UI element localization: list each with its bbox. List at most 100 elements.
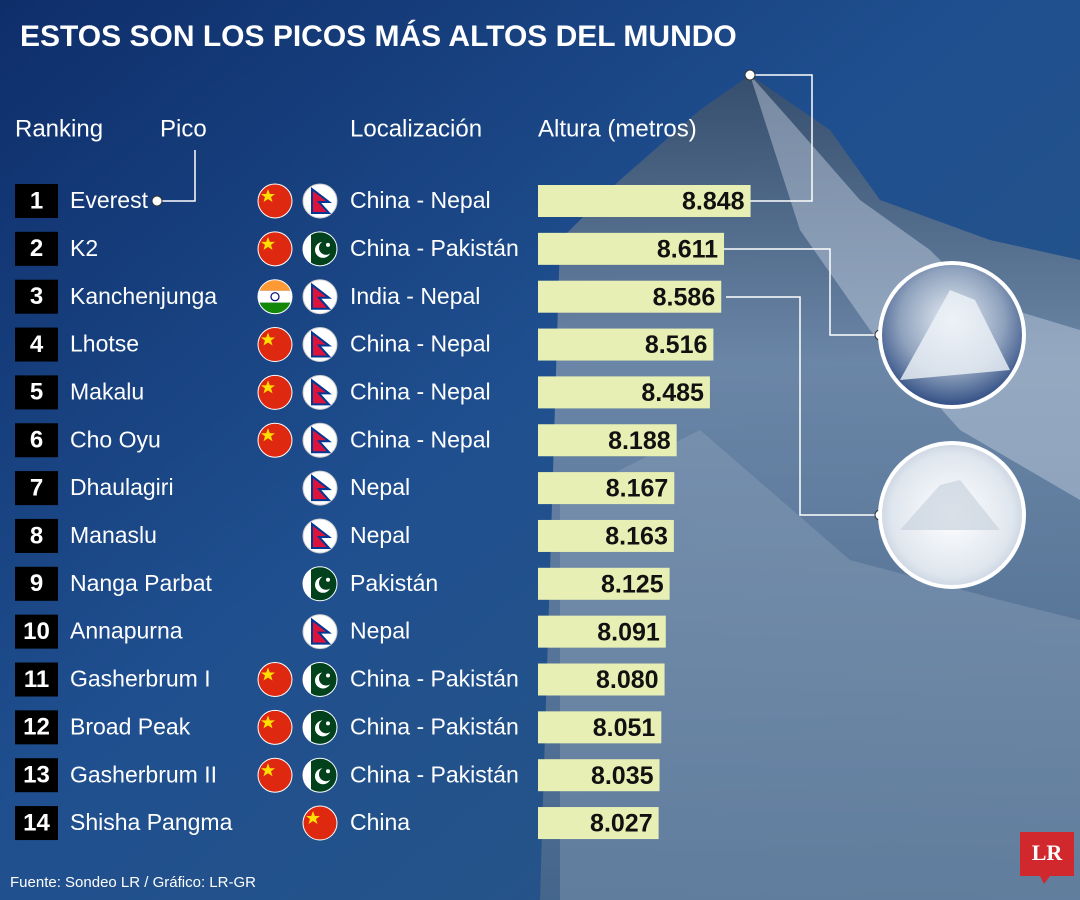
flag <box>257 709 293 745</box>
logo: LR <box>1020 832 1074 884</box>
peak-name: Manaslu <box>70 522 157 548</box>
location: China - Nepal <box>350 187 491 213</box>
flag <box>302 422 338 459</box>
location: China - Pakistán <box>350 235 519 261</box>
location: Nepal <box>350 522 410 548</box>
location: China - Nepal <box>350 426 491 452</box>
rank: 9 <box>30 570 43 597</box>
rank-box <box>15 471 58 506</box>
flag <box>257 422 293 458</box>
location: India - Nepal <box>350 283 480 309</box>
rank: 10 <box>23 618 50 645</box>
value-label: 8.516 <box>645 331 708 359</box>
bar <box>538 759 660 792</box>
flag <box>302 517 338 554</box>
flag <box>257 327 293 363</box>
location: China - Pakistán <box>350 713 519 739</box>
value-label: 8.080 <box>596 666 659 694</box>
rank: 2 <box>30 235 43 262</box>
flag <box>302 374 338 411</box>
flag <box>302 183 338 219</box>
logo-text: LR <box>1032 840 1064 865</box>
rank: 12 <box>23 714 50 741</box>
rank-box <box>15 806 58 841</box>
source: Fuente: Sondeo LR / Gráfico: LR-GR <box>10 874 256 891</box>
bar <box>538 424 677 457</box>
rank-box <box>15 327 58 362</box>
kanchenjunga-peak <box>900 480 1000 530</box>
peak-name: Nanga Parbat <box>70 570 213 596</box>
value-label: 8.091 <box>597 618 660 646</box>
value-label: 8.125 <box>601 570 664 598</box>
value-label: 8.027 <box>590 810 653 838</box>
rank: 14 <box>23 809 50 836</box>
flag <box>257 231 293 267</box>
peak-name: Gasherbrum II <box>70 761 217 787</box>
peak-name: Broad Peak <box>70 713 191 739</box>
header: Ranking <box>15 115 103 142</box>
value-label: 8.485 <box>641 379 704 407</box>
bar <box>538 663 665 696</box>
peak-name: K2 <box>70 235 98 261</box>
rank: 1 <box>30 187 43 214</box>
k2-peak <box>900 290 1010 380</box>
dot <box>151 195 163 207</box>
peak-name: Kanchenjunga <box>70 283 217 309</box>
rank-box <box>15 758 58 793</box>
flag <box>257 183 293 219</box>
peak-name: Dhaulagiri <box>70 474 174 500</box>
peak-name: Everest <box>70 187 149 213</box>
bar <box>538 472 675 505</box>
connector <box>722 248 880 336</box>
location: Nepal <box>350 474 410 500</box>
rank-box <box>15 375 58 410</box>
location: Nepal <box>350 618 410 644</box>
flag <box>257 757 293 793</box>
peak-name: Makalu <box>70 378 144 404</box>
value-label: 8.051 <box>593 714 656 742</box>
glacier <box>560 430 1080 900</box>
rank-box <box>15 279 58 314</box>
peak-name: Shisha Pangma <box>70 809 233 835</box>
value-label: 8.167 <box>606 475 669 503</box>
peak-name: Cho Oyu <box>70 426 161 452</box>
connector <box>162 150 196 202</box>
bar <box>538 519 674 552</box>
header: Localización <box>350 115 482 142</box>
location: China - Nepal <box>350 378 491 404</box>
title: ESTOS SON LOS PICOS MÁS ALTOS DEL MUNDO <box>20 19 737 53</box>
rank: 7 <box>30 474 43 501</box>
rank-box <box>15 518 58 553</box>
bar <box>538 280 722 313</box>
rank: 11 <box>24 666 49 693</box>
value-label: 8.611 <box>657 235 718 263</box>
connector <box>750 74 813 202</box>
value-label: 8.188 <box>608 427 671 455</box>
logo-box <box>1020 832 1074 884</box>
bar <box>538 376 710 409</box>
rank-box <box>15 566 58 601</box>
connectors <box>162 74 880 516</box>
flag <box>257 374 293 410</box>
dot <box>744 69 756 81</box>
peak-name: Annapurna <box>70 618 183 644</box>
flag <box>302 278 338 315</box>
value-label: 8.163 <box>605 523 668 551</box>
flag <box>302 805 338 841</box>
value-label: 8.848 <box>682 188 745 216</box>
rank: 4 <box>30 331 44 358</box>
rank-box <box>15 423 58 458</box>
rank: 5 <box>30 379 43 406</box>
bar <box>538 615 666 648</box>
rank: 8 <box>30 522 43 549</box>
connector <box>726 296 880 516</box>
location: China - Pakistán <box>350 761 519 787</box>
location: China - Pakistán <box>350 666 519 692</box>
bar <box>538 567 670 600</box>
bar <box>538 185 751 217</box>
location: China - Nepal <box>350 331 491 357</box>
rank-box <box>15 231 58 266</box>
location: Pakistán <box>350 570 438 596</box>
flag <box>302 326 338 363</box>
